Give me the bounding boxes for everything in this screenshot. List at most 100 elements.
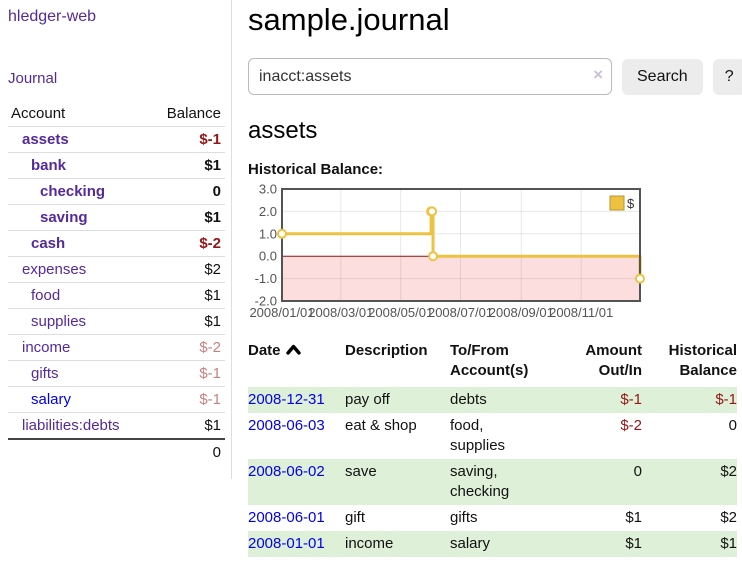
register-header-row: Date Description To/From Account(s) Amou…: [248, 337, 737, 387]
account-row: assets $-1: [8, 126, 225, 153]
accounts-table: Account Balance assets $-1 bank $1 checking 0…: [8, 101, 225, 465]
register-row: 2008-06-01 gift gifts $1 $2: [248, 505, 737, 531]
app-title-link[interactable]: hledger-web: [8, 8, 97, 25]
register-date-cell: 2008-06-03: [248, 413, 345, 459]
register-date-link[interactable]: 2008-12-31: [248, 391, 325, 408]
chart-legend-swatch: [609, 195, 625, 211]
register-accounts-cell: saving, checking: [450, 463, 510, 500]
register-col-date[interactable]: Date: [248, 337, 345, 387]
account-name-cell: income: [8, 334, 149, 361]
account-row: liabilities:debts $1: [8, 412, 225, 439]
y-axis-label: 1.0: [259, 226, 277, 241]
historical-balance-chart: $3.0 2.0 1.0 0.0 -1.0 -2.0 2008/01/01 2008/03/0…: [248, 182, 742, 323]
chart-negative-region: [282, 256, 640, 301]
register-col-balance: Historical Balance: [668, 342, 737, 379]
main-panel: sample.journal × Search ? assets Histori…: [232, 0, 742, 582]
page-title: sample.journal: [248, 2, 450, 37]
chart-frame: [281, 188, 641, 302]
register-date-link[interactable]: 2008-06-02: [248, 463, 325, 480]
account-row: expenses $2: [8, 256, 225, 283]
account-balance: $1: [148, 282, 225, 309]
account-balance: $2: [148, 256, 225, 283]
register-col-accounts: To/From Account(s): [450, 342, 529, 379]
account-row: supplies $1: [8, 308, 225, 335]
sidebar-content: hledger-web Journal Account Balance asse…: [0, 0, 232, 479]
register-description-cell: eat & shop: [345, 417, 417, 434]
account-row: cash $-2: [8, 230, 225, 257]
account-balance: 0: [148, 178, 225, 205]
register-col-description: Description: [345, 342, 428, 359]
account-link-gifts[interactable]: gifts: [31, 365, 59, 382]
account-row: food $1: [8, 282, 225, 309]
account-row: checking 0: [8, 178, 225, 205]
account-link-cash[interactable]: cash: [31, 235, 66, 252]
accounts-col-balance: Balance: [166, 105, 221, 122]
account-link-supplies[interactable]: supplies: [31, 313, 87, 330]
clear-search-icon[interactable]: ×: [593, 65, 603, 84]
account-balance: $-1: [148, 360, 225, 387]
x-axis-label: 2008/03/01: [308, 305, 373, 320]
account-link-salary[interactable]: salary: [31, 391, 72, 408]
register-accounts-cell: gifts: [450, 509, 478, 526]
account-link-assets[interactable]: assets: [22, 131, 69, 148]
chart-point: [428, 251, 439, 262]
register-date-cell: 2008-06-02: [248, 459, 345, 505]
register-row: 2008-06-03 eat & shop food, supplies $-2 0: [248, 413, 737, 459]
register-description-cell: save: [345, 463, 377, 480]
register-date-link[interactable]: 2008-01-01: [248, 535, 325, 552]
account-link-liabilities-debts[interactable]: liabilities:debts: [22, 417, 120, 434]
account-name-cell: supplies: [8, 308, 149, 335]
account-name-cell: assets: [8, 126, 149, 153]
register-table: Date Description To/From Account(s) Amou…: [248, 337, 737, 557]
account-link-food[interactable]: food: [31, 287, 61, 304]
account-balance: $1: [148, 152, 225, 179]
register-amount-cell: $-2: [620, 417, 642, 434]
register-accounts-cell: debts: [450, 391, 487, 408]
register-col-amount: Amount Out/In: [585, 342, 642, 379]
accounts-total-spacer: [8, 438, 149, 465]
accounts-header-row: Account Balance: [8, 101, 225, 127]
search-bar: × Search ?: [248, 58, 742, 95]
accounts-col-account: Account: [11, 105, 66, 122]
register-description-cell: pay off: [345, 391, 390, 408]
help-button[interactable]: ?: [712, 58, 742, 95]
account-name-cell: checking: [8, 178, 149, 205]
sidebar-item-journal[interactable]: Journal: [8, 70, 58, 87]
register-row: 2008-06-02 save saving, checking 0 $2: [248, 459, 737, 505]
account-name-cell: food: [8, 282, 149, 309]
chart-title: Historical Balance:: [248, 161, 384, 178]
register-date-link[interactable]: 2008-06-03: [248, 417, 325, 434]
register-date-cell: 2008-01-01: [248, 531, 345, 557]
chart-point: [277, 228, 287, 239]
register-amount-cell: $1: [625, 535, 642, 552]
accounts-total-value: 0: [148, 438, 225, 465]
account-link-saving[interactable]: saving: [40, 209, 88, 226]
register-amount-cell: $1: [625, 509, 642, 526]
account-link-checking[interactable]: checking: [40, 183, 106, 200]
search-button[interactable]: Search: [622, 58, 703, 95]
account-balance: $-1: [148, 126, 225, 153]
register-balance-cell: $2: [720, 463, 737, 480]
search-input-wrap: ×: [248, 58, 612, 95]
account-row: salary $-1: [8, 386, 225, 413]
register-date-cell: 2008-12-31: [248, 387, 345, 413]
chart-legend-label: $: [627, 196, 635, 211]
sort-ascending-icon: [285, 344, 301, 355]
account-row: bank $1: [8, 152, 225, 179]
account-link-expenses[interactable]: expenses: [22, 261, 87, 278]
account-balance: $1: [148, 412, 225, 439]
sidebar: hledger-web Journal Account Balance asse…: [0, 0, 232, 582]
register-description-cell: income: [345, 535, 394, 552]
accounts-total-row: 0: [8, 438, 225, 465]
account-link-bank[interactable]: bank: [31, 157, 67, 174]
account-name-cell: gifts: [8, 360, 149, 387]
register-date-link[interactable]: 2008-06-01: [248, 509, 325, 526]
account-heading: assets: [248, 117, 318, 144]
account-row: gifts $-1: [8, 360, 225, 387]
account-link-income[interactable]: income: [22, 339, 71, 356]
search-input[interactable]: [248, 58, 612, 95]
x-axis-label: 2008/09/01: [489, 305, 554, 320]
register-row: 2008-12-31 pay off debts $-1 $-1: [248, 387, 737, 413]
account-balance: $-2: [148, 334, 225, 361]
